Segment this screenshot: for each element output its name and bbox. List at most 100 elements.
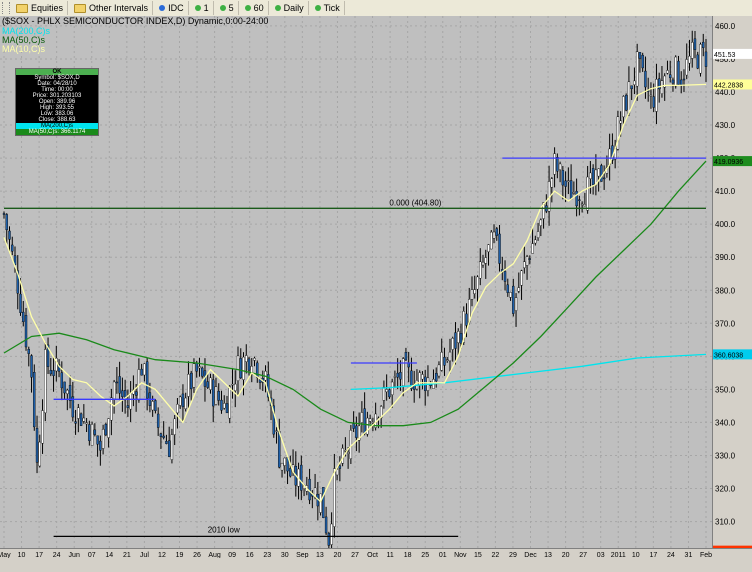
candle-body [52, 370, 55, 376]
candle-body [558, 163, 562, 170]
candle-body [462, 311, 465, 343]
candle-body [655, 79, 658, 112]
cursor-row: Symbol: $SOX,D [34, 75, 80, 81]
candle-body [333, 468, 336, 527]
candle-body [691, 42, 694, 59]
tick-button[interactable]: Tick [311, 1, 345, 15]
candle-body [283, 457, 286, 466]
x-tick-label: 11 [386, 552, 393, 559]
chart-area[interactable]: 0.000 (404.80) 2010 low ($SOX - PHLX SEMI… [0, 16, 712, 548]
daily-label: Daily [283, 3, 304, 13]
candle-body [145, 361, 149, 399]
interval-1-button[interactable]: 1 [191, 1, 214, 15]
candle-body [616, 116, 620, 150]
candle-body [129, 393, 132, 410]
candle-body [509, 292, 512, 298]
candle-body [112, 381, 116, 400]
candle-body [35, 428, 39, 463]
candle-body [685, 59, 688, 76]
x-tick-label: 13 [316, 552, 324, 559]
x-tick-label: 21 [123, 552, 131, 559]
x-axis[interactable]: May 10 17 24 Jun 07 14 21 Jul 12 19 26 Aug 09 16 23 30 Se… [0, 548, 752, 559]
y-tick-label: 320.0 [715, 485, 736, 494]
idc-label: IDC [168, 3, 184, 13]
candle-body [396, 372, 399, 378]
candle-body [470, 289, 474, 300]
legend-ma10: MA(10,C)s [2, 44, 46, 54]
y-tick-label: 340.0 [715, 418, 736, 427]
interval-5-button[interactable]: 5 [216, 1, 239, 15]
candle-body [652, 96, 655, 108]
candle-body [313, 487, 317, 498]
x-tick-label: 09 [228, 552, 236, 559]
x-tick-label: 27 [351, 552, 359, 559]
x-tick-label: 29 [509, 552, 517, 559]
toolbar-handle[interactable] [2, 2, 10, 14]
candle-body [60, 372, 64, 389]
candle-body [682, 78, 686, 81]
candle-body [217, 390, 220, 401]
equities-button[interactable]: Equities [12, 1, 69, 15]
candle-body [178, 396, 182, 406]
candle-body [401, 358, 405, 386]
x-tick-label: 12 [158, 552, 166, 559]
equities-label: Equities [31, 3, 64, 13]
candle-body [49, 370, 52, 375]
candle-body [30, 355, 33, 378]
y-axis[interactable]: 310.0320.0330.0340.0350.0360.0370.0380.0… [712, 16, 752, 556]
candle-body [564, 180, 567, 187]
x-tick-label: 13 [544, 552, 552, 559]
y-tick-label: 460.0 [715, 22, 736, 31]
x-tick-label: 16 [246, 552, 254, 559]
candle-body [457, 331, 460, 344]
candle-body [572, 192, 576, 194]
interval-1-label: 1 [203, 3, 209, 13]
cursor-window-ok[interactable]: OK [16, 69, 98, 75]
candle-body [594, 169, 598, 186]
candle-body [641, 54, 644, 69]
price-tag [713, 349, 752, 360]
fib-annotation: 0.000 (404.80) [389, 198, 441, 207]
candle-body [68, 385, 72, 401]
price-chart[interactable]: 0.000 (404.80) 2010 low [0, 16, 712, 548]
candle-body [27, 349, 30, 354]
daily-button[interactable]: Daily [271, 1, 309, 15]
candle-body [308, 478, 311, 501]
candle-body [702, 41, 705, 48]
interval-60-button[interactable]: 60 [241, 1, 269, 15]
candle-body [531, 243, 534, 254]
candle-body [151, 401, 154, 411]
candle-body [371, 422, 375, 424]
candle-body [96, 435, 99, 445]
candle-body [143, 363, 146, 376]
cursor-window[interactable]: OK Symbol: $SOX,D Date: 04/28/10 Time: 0… [15, 68, 99, 136]
candle-body [567, 180, 570, 182]
candle-body [366, 417, 369, 435]
idc-button[interactable]: IDC [155, 1, 189, 15]
candle-body [704, 51, 708, 67]
price-tag-label: 442.2838 [714, 82, 743, 89]
candle-body [126, 405, 130, 408]
candle-body [181, 393, 185, 408]
candle-body [184, 397, 187, 410]
price-tag-label: 419.0936 [714, 159, 743, 166]
candle-body [162, 435, 165, 438]
candle-body [206, 381, 209, 388]
candle-body [520, 270, 523, 286]
cursor-row: Time: 00:00 [41, 87, 73, 93]
candle-body [446, 359, 449, 361]
candle-body [492, 231, 496, 239]
cursor-row: Price: 301.203103 [32, 93, 82, 99]
other-intervals-button[interactable]: Other Intervals [70, 1, 154, 15]
candle-body [63, 381, 66, 394]
candle-body [688, 55, 691, 64]
candle-body [622, 96, 625, 118]
x-tick-label: 25 [421, 552, 429, 559]
toolbar: Equities Other Intervals IDC 1 5 60 Dail… [0, 0, 752, 17]
series-line-ma-10-c-s [3, 83, 707, 503]
candle-body [228, 386, 231, 419]
candle-body [247, 358, 251, 371]
candle-body [385, 389, 388, 393]
candle-body [553, 153, 556, 175]
candle-body [99, 440, 102, 451]
